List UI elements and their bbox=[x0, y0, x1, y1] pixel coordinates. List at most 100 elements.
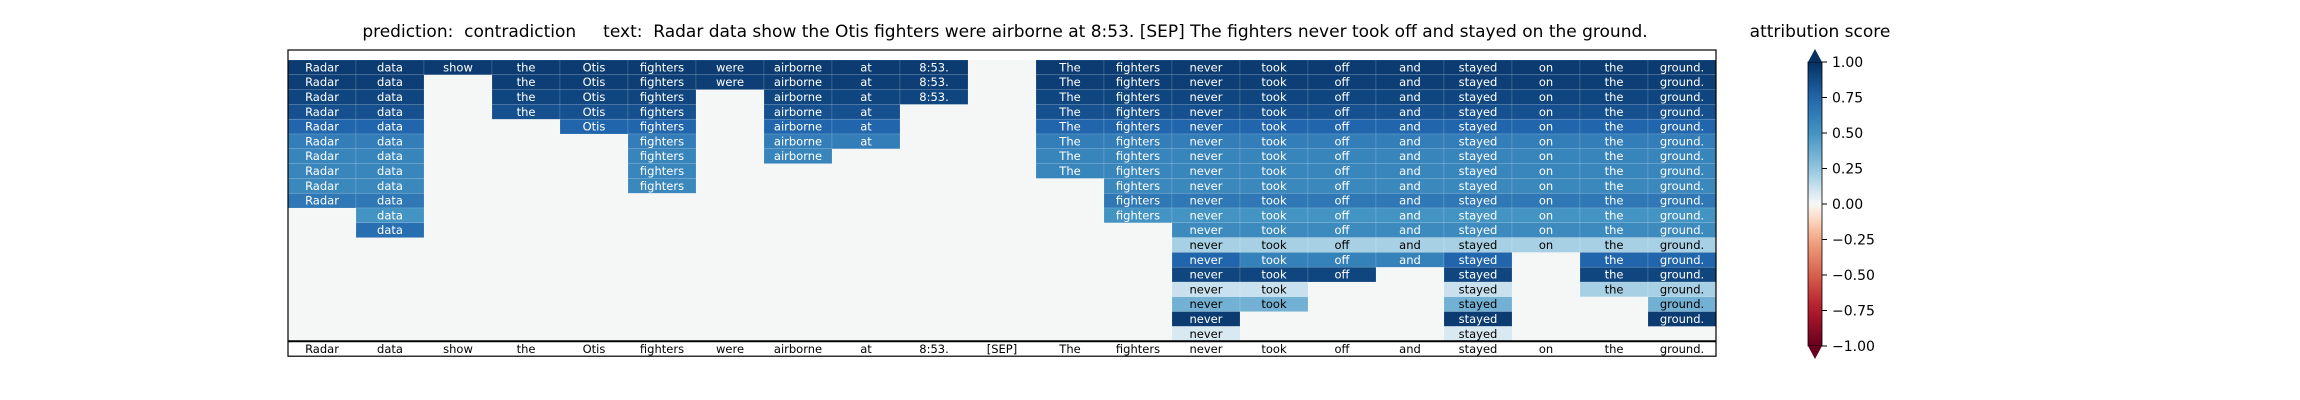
token-tick-label: show bbox=[443, 342, 473, 356]
heatmap-cell-label: never bbox=[1190, 268, 1223, 282]
heatmap-frame bbox=[287, 49, 1717, 357]
colorbar-tick-label: −0.25 bbox=[1832, 233, 1875, 249]
token-tick-label: were bbox=[716, 342, 744, 356]
heatmap-cell-label: took bbox=[1261, 268, 1287, 282]
heatmap-cell-label: stayed bbox=[1459, 268, 1498, 282]
token-tick-label: 8:53. bbox=[919, 342, 948, 356]
heatmap-cell-label: and bbox=[1399, 223, 1421, 237]
heatmap-cell-label: The bbox=[1058, 60, 1080, 74]
heatmap-cell-label: ground. bbox=[1660, 223, 1704, 237]
heatmap-cell-label: off bbox=[1335, 253, 1351, 267]
heatmap-cell-label: off bbox=[1335, 238, 1351, 252]
heatmap-cell-label: on bbox=[1539, 60, 1553, 74]
heatmap-cell bbox=[1307, 266, 1377, 283]
heatmap-cell-label: data bbox=[377, 208, 403, 222]
heatmap-cell-label: took bbox=[1261, 223, 1287, 237]
heatmap-cell-label: fighters bbox=[640, 149, 684, 163]
heatmap-cell-label: ground. bbox=[1660, 312, 1704, 326]
heatmap-cell-label: off bbox=[1335, 149, 1351, 163]
heatmap-cell-label: never bbox=[1190, 164, 1223, 178]
heatmap-cell-label: airborne bbox=[774, 75, 822, 89]
heatmap-border bbox=[287, 49, 1717, 357]
heatmap-cell-label: the bbox=[1605, 179, 1624, 193]
heatmap-cell-label: were bbox=[716, 60, 744, 74]
token-tick-label: at bbox=[860, 342, 872, 356]
token-tick-label: fighters bbox=[640, 342, 684, 356]
heatmap-cell-label: off bbox=[1335, 60, 1351, 74]
heatmap-cell-label: never bbox=[1190, 282, 1223, 296]
heatmap-cell-label: took bbox=[1261, 238, 1287, 252]
heatmap-cell-label: airborne bbox=[774, 60, 822, 74]
heatmap-cell-label: fighters bbox=[640, 179, 684, 193]
heatmap-cell-label: the bbox=[1605, 268, 1624, 282]
heatmap-cell-label: on bbox=[1539, 208, 1553, 222]
heatmap-cell-label: and bbox=[1399, 238, 1421, 252]
chart-title: prediction: contradiction text: Radar da… bbox=[362, 22, 1648, 42]
heatmap-cell-label: The bbox=[1058, 134, 1080, 148]
heatmap-cell-label: took bbox=[1261, 90, 1287, 104]
heatmap-cell-label: stayed bbox=[1459, 312, 1498, 326]
heatmap-cell-label: 8:53. bbox=[919, 60, 948, 74]
token-axis-row: Radar data show the Otis fighters were airborne… bbox=[305, 342, 1704, 356]
heatmap-cell-label: The bbox=[1058, 164, 1080, 178]
heatmap-cell-label: ground. bbox=[1660, 238, 1704, 252]
heatmap-cell-label: 8:53. bbox=[919, 90, 948, 104]
heatmap-cell-label: fighters bbox=[1116, 120, 1160, 134]
colorbar: 1.00 0.75 0.50 0.25 0.00 −0.25 −0.50 −0.75 −1.00 bbox=[1807, 49, 1875, 359]
heatmap-cell-label: never bbox=[1190, 60, 1223, 74]
heatmap-cell-label: Radar bbox=[305, 164, 339, 178]
heatmap-cell-label: the bbox=[1605, 253, 1624, 267]
token-tick-label: The bbox=[1058, 342, 1080, 356]
heatmap-cell-label: the bbox=[517, 105, 536, 119]
heatmap-cell-label: and bbox=[1399, 194, 1421, 208]
heatmap-cell-label: took bbox=[1261, 120, 1287, 134]
heatmap-cell-label: the bbox=[1605, 208, 1624, 222]
heatmap-cell-label: Radar bbox=[305, 120, 339, 134]
heatmap-cell bbox=[627, 178, 697, 194]
heatmap-cell-label: ground. bbox=[1660, 208, 1704, 222]
heatmap-cell-label: stayed bbox=[1459, 327, 1498, 341]
token-tick-label: stayed bbox=[1459, 342, 1498, 356]
heatmap-cell-label: the bbox=[1605, 149, 1624, 163]
heatmap-cells: Radar data show the Otis fighters were airborne… bbox=[287, 59, 1717, 342]
heatmap-cell-label: on bbox=[1539, 164, 1553, 178]
heatmap-cell-label: never bbox=[1190, 327, 1223, 341]
heatmap-cell-label: never bbox=[1190, 253, 1223, 267]
heatmap-cell-label: and bbox=[1399, 134, 1421, 148]
heatmap-cell-label: The bbox=[1058, 149, 1080, 163]
heatmap-cell-label: never bbox=[1190, 297, 1223, 311]
heatmap-cell bbox=[899, 89, 969, 105]
heatmap-cell-label: Radar bbox=[305, 90, 339, 104]
heatmap-cell-label: ground. bbox=[1660, 105, 1704, 119]
token-tick-label: the bbox=[517, 342, 536, 356]
heatmap-cell-label: stayed bbox=[1459, 223, 1498, 237]
heatmap-cell-label: at bbox=[860, 60, 872, 74]
heatmap-cell-label: the bbox=[1605, 223, 1624, 237]
heatmap-cell-label: stayed bbox=[1459, 149, 1498, 163]
heatmap-cell-label: the bbox=[1605, 120, 1624, 134]
heatmap-cell-label: airborne bbox=[774, 149, 822, 163]
heatmap-cell-label: data bbox=[377, 75, 403, 89]
heatmap-cell-label: ground. bbox=[1660, 179, 1704, 193]
heatmap-cell-label: stayed bbox=[1459, 60, 1498, 74]
heatmap-cell-label: ground. bbox=[1660, 164, 1704, 178]
heatmap-cell-label: data bbox=[377, 149, 403, 163]
heatmap-cell-label: and bbox=[1399, 208, 1421, 222]
heatmap-cell-label: fighters bbox=[1116, 208, 1160, 222]
heatmap-cell-label: stayed bbox=[1459, 208, 1498, 222]
heatmap-cell-label: ground. bbox=[1660, 149, 1704, 163]
heatmap-cell-label: took bbox=[1261, 297, 1287, 311]
heatmap-cell-label: fighters bbox=[1116, 75, 1160, 89]
heatmap-cell-label: ground. bbox=[1660, 134, 1704, 148]
heatmap-cell-label: stayed bbox=[1459, 90, 1498, 104]
heatmap-cell-label: data bbox=[377, 60, 403, 74]
heatmap-cell-label: fighters bbox=[640, 134, 684, 148]
heatmap-cell-label: never bbox=[1190, 208, 1223, 222]
token-tick-label: never bbox=[1190, 342, 1223, 356]
heatmap-cell-label: off bbox=[1335, 90, 1351, 104]
heatmap-cell-label: took bbox=[1261, 179, 1287, 193]
heatmap-cell-label: ground. bbox=[1660, 60, 1704, 74]
heatmap-cell-label: ground. bbox=[1660, 120, 1704, 134]
token-tick-label: Otis bbox=[583, 342, 606, 356]
